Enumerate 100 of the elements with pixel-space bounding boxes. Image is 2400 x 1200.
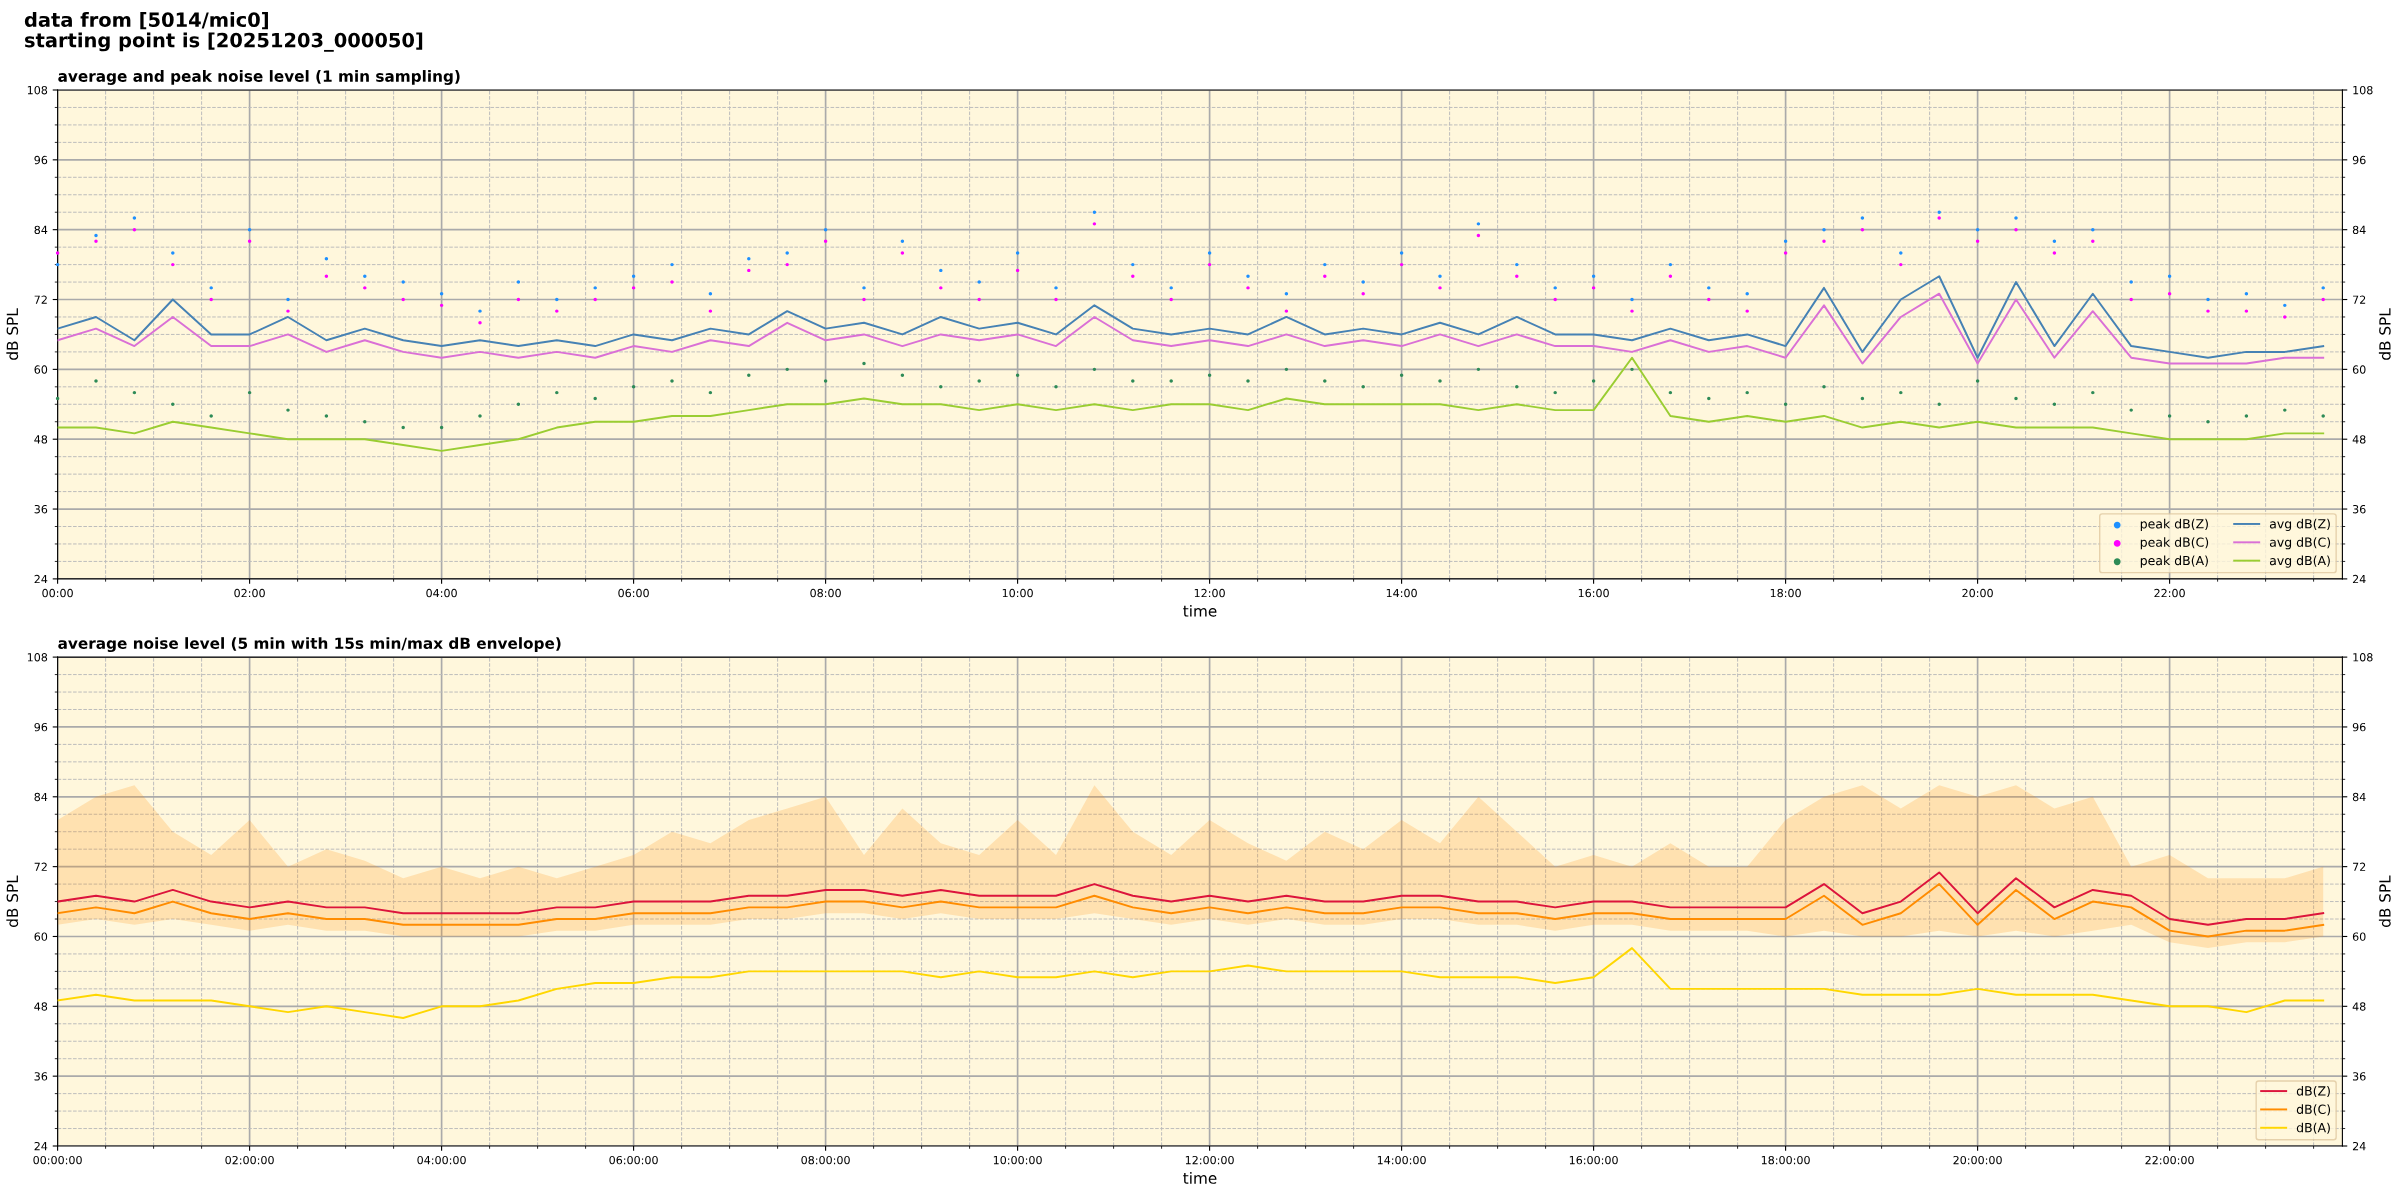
- y-tick-label: 84: [34, 225, 48, 235]
- point: [977, 297, 981, 302]
- x-tick-label: 14:00:00: [1377, 1155, 1426, 1165]
- y-tick-label: 72: [34, 295, 47, 304]
- x-tick-label: 18:00: [1770, 588, 1801, 598]
- point: [1975, 227, 1980, 232]
- point: [785, 251, 789, 255]
- y-tick-label: 36: [34, 1072, 48, 1081]
- point: [439, 303, 444, 308]
- point: [1169, 379, 1173, 383]
- point: [171, 251, 175, 255]
- point: [1284, 292, 1289, 296]
- legend-label: dB(C): [2296, 1104, 2331, 1116]
- point: [939, 286, 943, 290]
- y-tick-label: 84: [34, 792, 48, 802]
- point: [1207, 373, 1212, 377]
- y2-tick-label: 72: [2353, 295, 2366, 304]
- y2-tick-label: 96: [2352, 722, 2366, 732]
- legend-label: peak dB(Z): [2140, 518, 2208, 531]
- y2-tick-label: 108: [2353, 85, 2373, 95]
- y-tick-label: 108: [27, 653, 48, 662]
- point: [2052, 402, 2057, 406]
- y-tick-label: 24: [34, 574, 48, 584]
- y-tick-label: 48: [34, 435, 48, 444]
- point: [593, 286, 597, 290]
- point: [478, 309, 482, 313]
- point: [286, 309, 290, 313]
- x-tick-label: 06:00: [618, 588, 649, 598]
- point: [977, 280, 981, 284]
- point: [1092, 222, 1097, 226]
- point: [401, 297, 405, 302]
- y2-tick-label: 96: [2352, 155, 2366, 165]
- point: [1169, 297, 1173, 302]
- point: [209, 414, 213, 418]
- y-axis-title: dB SPL: [6, 308, 19, 360]
- x-tick-label: 04:00: [426, 588, 457, 598]
- point: [1246, 286, 1250, 290]
- x-tick-label: 10:00: [1002, 588, 1033, 598]
- text: starting point is [20251203_000050]: [25, 32, 423, 52]
- point: [1169, 286, 1173, 290]
- point: [94, 379, 98, 383]
- x-tick-label: 20:00: [1962, 588, 1993, 598]
- x-tick-label: 08:00: [810, 588, 841, 598]
- point: [2014, 216, 2018, 220]
- x-tick-label: 08:00:00: [801, 1155, 850, 1165]
- point: [286, 408, 290, 412]
- y-axis-title: dB SPL: [6, 875, 19, 927]
- point: [1668, 390, 1673, 395]
- x-tick-label: 12:00:00: [1185, 1155, 1234, 1165]
- line-series: [57, 292, 2325, 365]
- point: [2244, 309, 2249, 313]
- x-tick-label: 14:00: [1386, 588, 1417, 598]
- legend-label: avg dB(Z): [2269, 518, 2330, 531]
- point: [247, 390, 252, 395]
- y2-tick-label: 48: [2352, 435, 2366, 444]
- x-axis-title: time: [1183, 604, 1217, 617]
- y2-axis-title: dB SPL: [2378, 308, 2391, 360]
- point: [708, 309, 713, 313]
- y2-tick-label: 108: [2353, 653, 2373, 662]
- point: [823, 239, 828, 244]
- y-tick-label: 108: [27, 85, 48, 95]
- point: [1131, 379, 1135, 383]
- y2-axis-title: dB SPL: [2378, 875, 2391, 927]
- point: [1707, 286, 1711, 290]
- point: [1476, 367, 1481, 372]
- line-series: [57, 871, 2325, 926]
- point: [2167, 292, 2172, 296]
- point: [2167, 274, 2172, 278]
- y2-tick-label: 60: [2352, 365, 2366, 374]
- point: [363, 286, 367, 290]
- point: [1860, 227, 1865, 232]
- chart-title: average noise level (5 min with 15s min/max dB envelope): [58, 637, 561, 653]
- legend-label: peak dB(C): [2140, 537, 2209, 550]
- y2-tick-label: 24: [2352, 574, 2366, 584]
- x-tick-label: 10:00:00: [993, 1155, 1042, 1165]
- y2-tick-label: 24: [2352, 1141, 2366, 1151]
- y2-tick-label: 36: [2352, 505, 2366, 514]
- point: [1399, 373, 1404, 377]
- point: [209, 286, 213, 290]
- x-tick-label: 22:00:00: [2145, 1155, 2194, 1165]
- point: [977, 379, 981, 383]
- point: [2129, 408, 2133, 412]
- point: [1015, 268, 1020, 273]
- y2-tick-label: 48: [2352, 1002, 2366, 1011]
- point: [593, 396, 597, 401]
- point: [132, 227, 137, 232]
- x-tick-label: 16:00:00: [1569, 1155, 1618, 1165]
- y-tick-label: 60: [34, 932, 48, 941]
- y-tick-label: 24: [34, 1141, 48, 1151]
- point: [1054, 385, 1058, 389]
- point: [1246, 274, 1250, 278]
- text: data from [5014/mic0]: [24, 12, 268, 30]
- point: [1207, 262, 1212, 267]
- point: [439, 425, 444, 430]
- point: [1246, 379, 1250, 383]
- point: [1284, 367, 1289, 372]
- point: [670, 379, 674, 383]
- x-tick-label: 18:00:00: [1761, 1155, 1810, 1165]
- y2-tick-label: 60: [2352, 932, 2366, 941]
- x-tick-label: 02:00: [234, 588, 265, 598]
